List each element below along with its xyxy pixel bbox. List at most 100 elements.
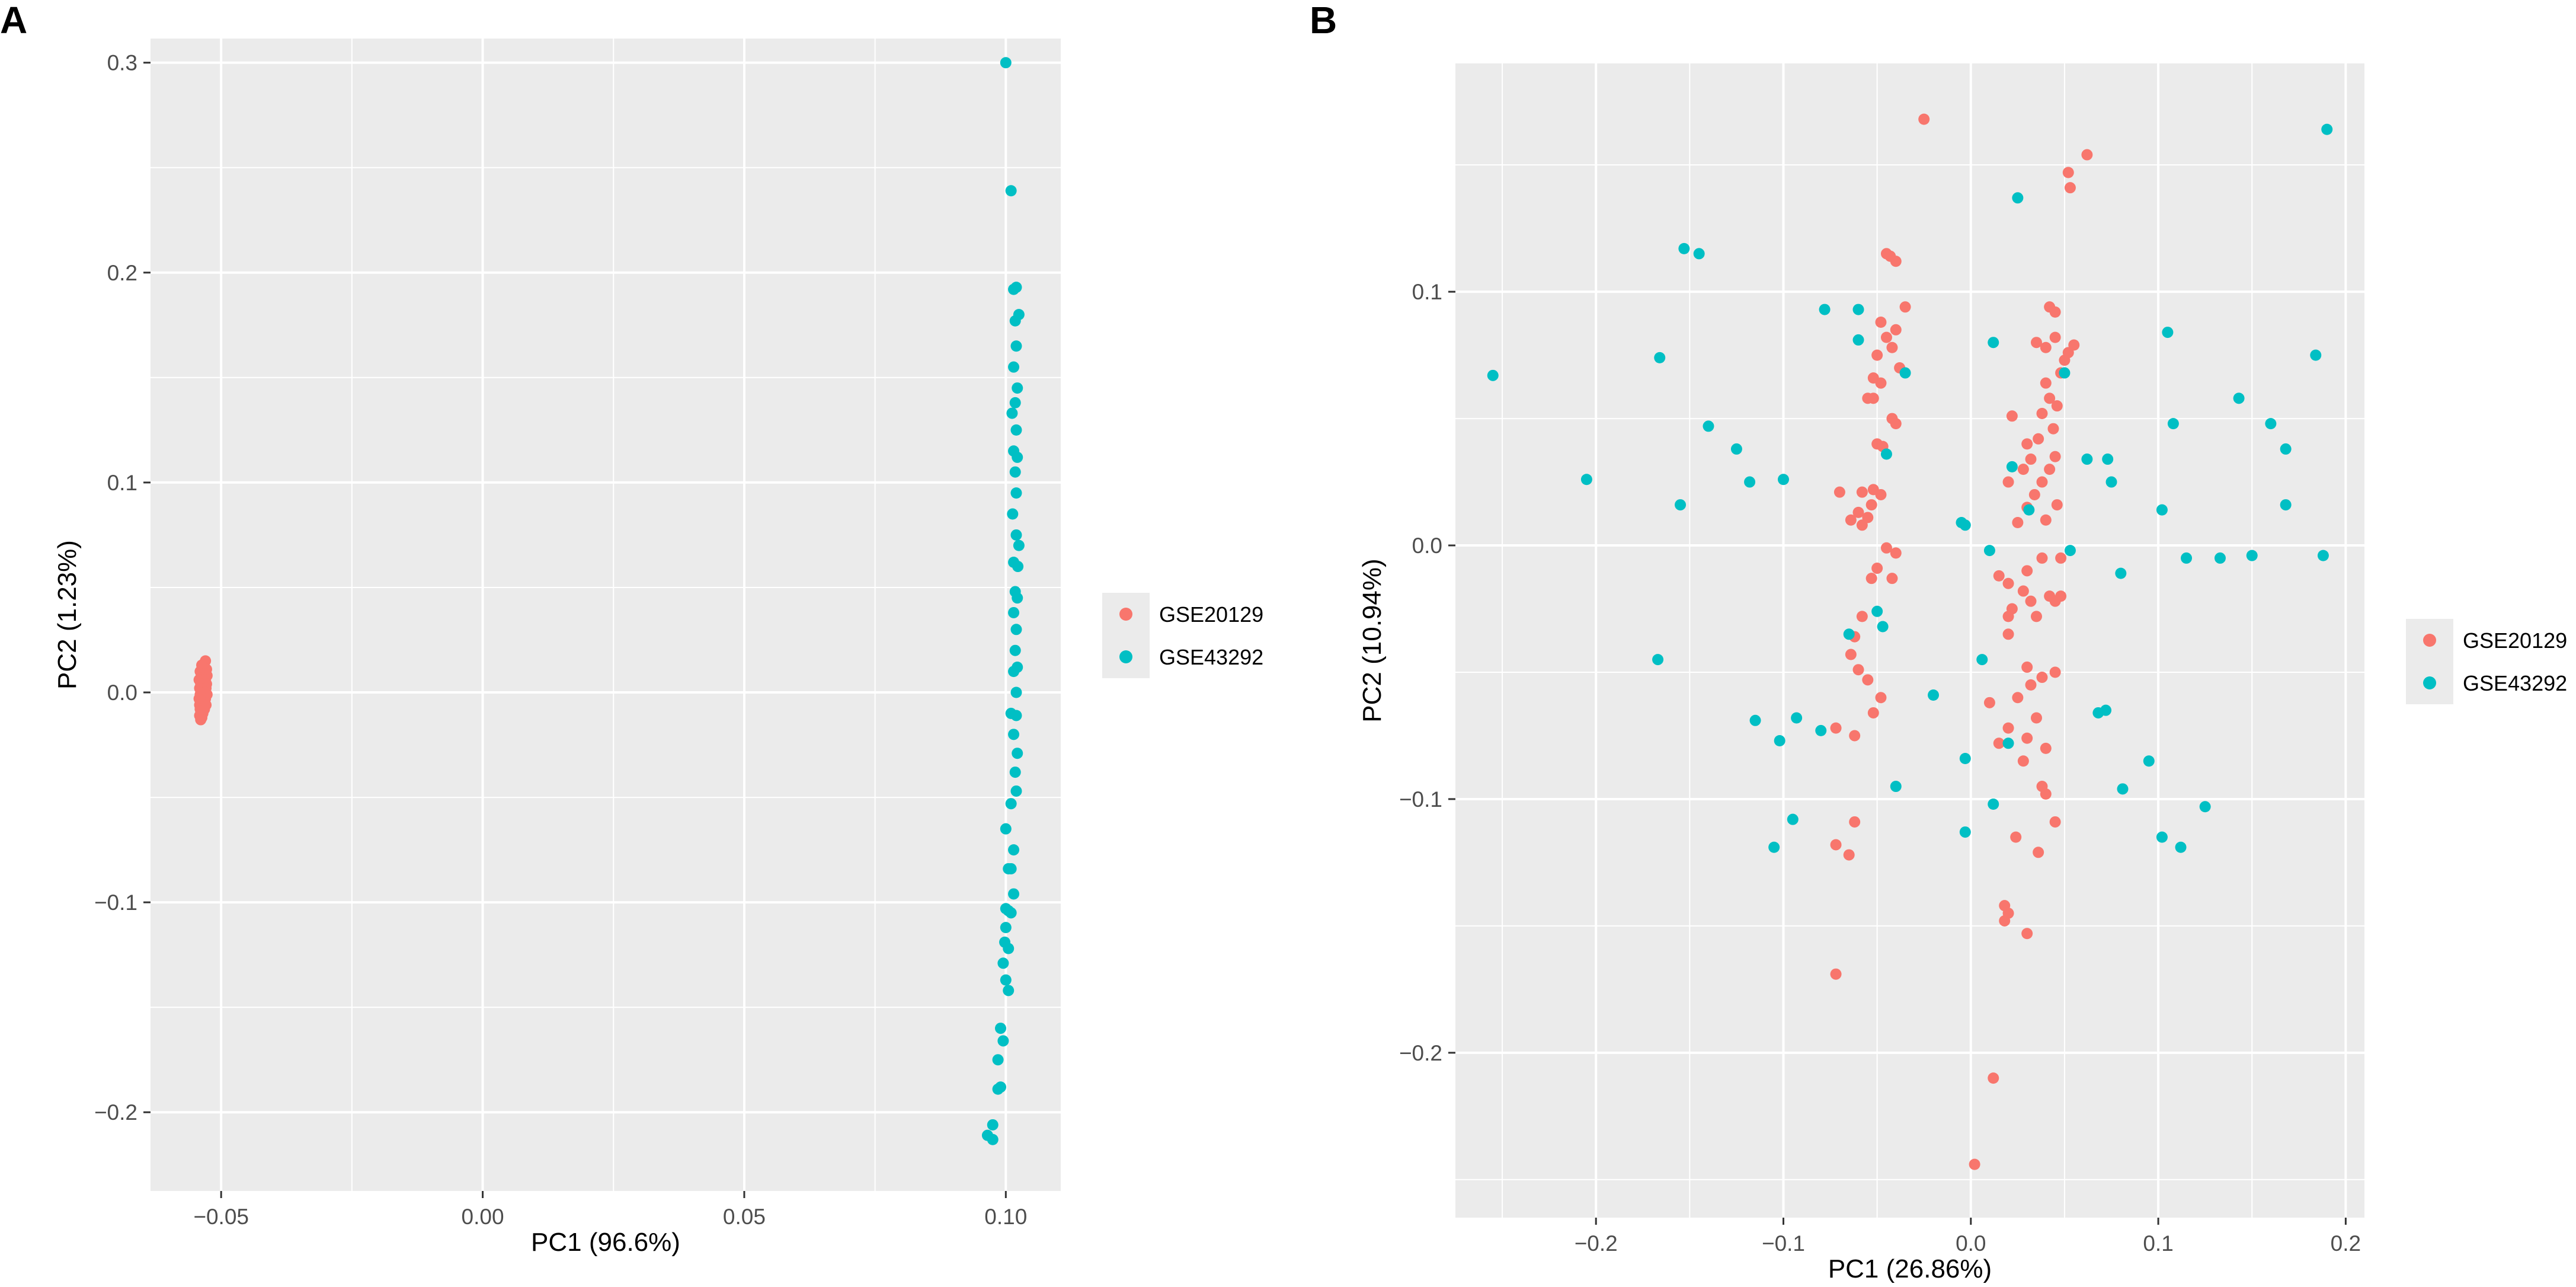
point-gse43292 xyxy=(1880,448,1892,460)
point-gse20129 xyxy=(2044,392,2056,404)
point-gse43292 xyxy=(1787,813,1799,825)
point-gse43292 xyxy=(2006,461,2018,472)
legend-key-gse20129 xyxy=(2423,634,2436,647)
point-gse43292 xyxy=(1693,248,1705,260)
point-gse20129 xyxy=(2002,628,2014,640)
point-gse43292 xyxy=(992,1054,1004,1066)
y-tick-label: −0.2 xyxy=(94,1100,137,1125)
point-gse43292 xyxy=(2156,831,2168,843)
point-gse43292 xyxy=(1774,735,1785,747)
point-gse43292 xyxy=(1899,367,1911,379)
point-gse20129 xyxy=(1871,563,1883,574)
point-gse20129 xyxy=(2017,755,2029,767)
point-gse43292 xyxy=(1983,545,1995,557)
point-gse20129 xyxy=(2030,712,2042,724)
point-gse20129 xyxy=(1830,839,1842,851)
point-gse43292 xyxy=(987,1133,999,1145)
point-gse20129 xyxy=(2025,679,2037,691)
y-tick-label: 0.0 xyxy=(107,681,137,705)
point-gse20129 xyxy=(1875,692,1887,704)
point-gse20129 xyxy=(1833,486,1845,498)
point-gse43292 xyxy=(2023,504,2035,516)
point-gse43292 xyxy=(1959,519,1971,531)
x-tick-label: 0.2 xyxy=(2331,1231,2361,1256)
legend-label-gse20129: GSE20129 xyxy=(1159,602,1263,627)
panel-b: B −0.2 −0.1 0.0 0.1 0.2 −0.2 −0.1 0.0 0.1 PC1 (26.… xyxy=(1310,0,2567,1283)
point-gse20129 xyxy=(2040,788,2052,800)
point-gse43292 xyxy=(1010,340,1022,352)
point-gse20129 xyxy=(1865,499,1877,511)
point-gse43292 xyxy=(1009,397,1021,408)
point-gse43292 xyxy=(2233,392,2245,404)
point-gse43292 xyxy=(1730,443,1742,455)
point-gse43292 xyxy=(2117,783,2129,795)
point-gse20129 xyxy=(1918,113,1930,125)
point-gse20129 xyxy=(1890,324,1902,336)
point-gse20129 xyxy=(2049,816,2061,828)
y-tick-label: −0.2 xyxy=(1399,1041,1442,1065)
point-gse20129 xyxy=(2002,476,2014,488)
point-gse20129 xyxy=(1862,674,1874,686)
point-gse43292 xyxy=(2181,552,2193,564)
point-gse43292 xyxy=(1959,752,1971,764)
point-gse20129 xyxy=(2049,595,2061,607)
point-gse43292 xyxy=(1010,487,1022,499)
point-gse43292 xyxy=(1003,943,1015,954)
point-gse43292 xyxy=(1852,334,1864,346)
point-gse43292 xyxy=(1778,474,1790,486)
point-gse20129 xyxy=(2025,454,2037,465)
point-gse20129 xyxy=(1865,573,1877,585)
point-gse43292 xyxy=(1008,606,1020,618)
point-gse43292 xyxy=(1010,710,1022,721)
point-gse43292 xyxy=(1791,712,1803,724)
point-gse20129 xyxy=(2051,400,2063,412)
panel-letter-b: B xyxy=(1310,0,1337,41)
point-gse43292 xyxy=(1652,654,1664,666)
point-gse20129 xyxy=(2040,742,2052,754)
point-gse43292 xyxy=(1000,57,1012,69)
point-gse43292 xyxy=(1871,605,1883,617)
point-gse20129 xyxy=(1890,547,1902,559)
point-gse20129 xyxy=(2044,464,2056,475)
x-tick-label: 0.10 xyxy=(984,1205,1027,1229)
point-gse20129 xyxy=(2051,499,2063,511)
point-gse20129 xyxy=(2049,306,2061,318)
point-gse20129 xyxy=(1993,570,2005,582)
point-gse20129 xyxy=(1856,519,1868,531)
point-gse20129 xyxy=(2036,672,2048,684)
point-gse43292 xyxy=(1008,844,1020,856)
legend-key-background xyxy=(2406,619,2453,704)
point-gse43292 xyxy=(2280,443,2292,455)
point-gse20129 xyxy=(2055,552,2067,564)
point-gse20129 xyxy=(2081,149,2093,161)
point-gse43292 xyxy=(1487,369,1499,381)
point-gse43292 xyxy=(1008,666,1020,678)
point-gse43292 xyxy=(2002,737,2014,749)
point-gse20129 xyxy=(195,714,207,726)
legend-key-gse43292 xyxy=(2423,676,2436,689)
point-gse43292 xyxy=(1005,798,1017,810)
legend-key-gse43292 xyxy=(1119,650,1132,663)
point-gse20129 xyxy=(1852,664,1864,676)
point-gse43292 xyxy=(1012,748,1023,759)
point-gse43292 xyxy=(1010,624,1022,635)
point-gse20129 xyxy=(2040,514,2052,526)
point-gse43292 xyxy=(987,1119,999,1130)
point-gse43292 xyxy=(2059,367,2071,379)
point-gse43292 xyxy=(1703,420,1714,432)
point-gse43292 xyxy=(2317,550,2329,561)
point-gse20129 xyxy=(2002,722,2014,734)
point-gse43292 xyxy=(1890,781,1902,793)
point-gse20129 xyxy=(1999,915,2011,927)
point-gse20129 xyxy=(2036,552,2048,564)
point-gse20129 xyxy=(1856,611,1868,622)
point-gse43292 xyxy=(1988,799,1999,810)
point-gse43292 xyxy=(1005,863,1017,874)
point-gse43292 xyxy=(1006,407,1018,419)
point-gse20129 xyxy=(2040,377,2052,389)
point-gse20129 xyxy=(1830,968,1842,980)
point-gse20129 xyxy=(2033,847,2044,858)
point-gse43292 xyxy=(1010,529,1022,541)
point-gse20129 xyxy=(2021,661,2033,673)
